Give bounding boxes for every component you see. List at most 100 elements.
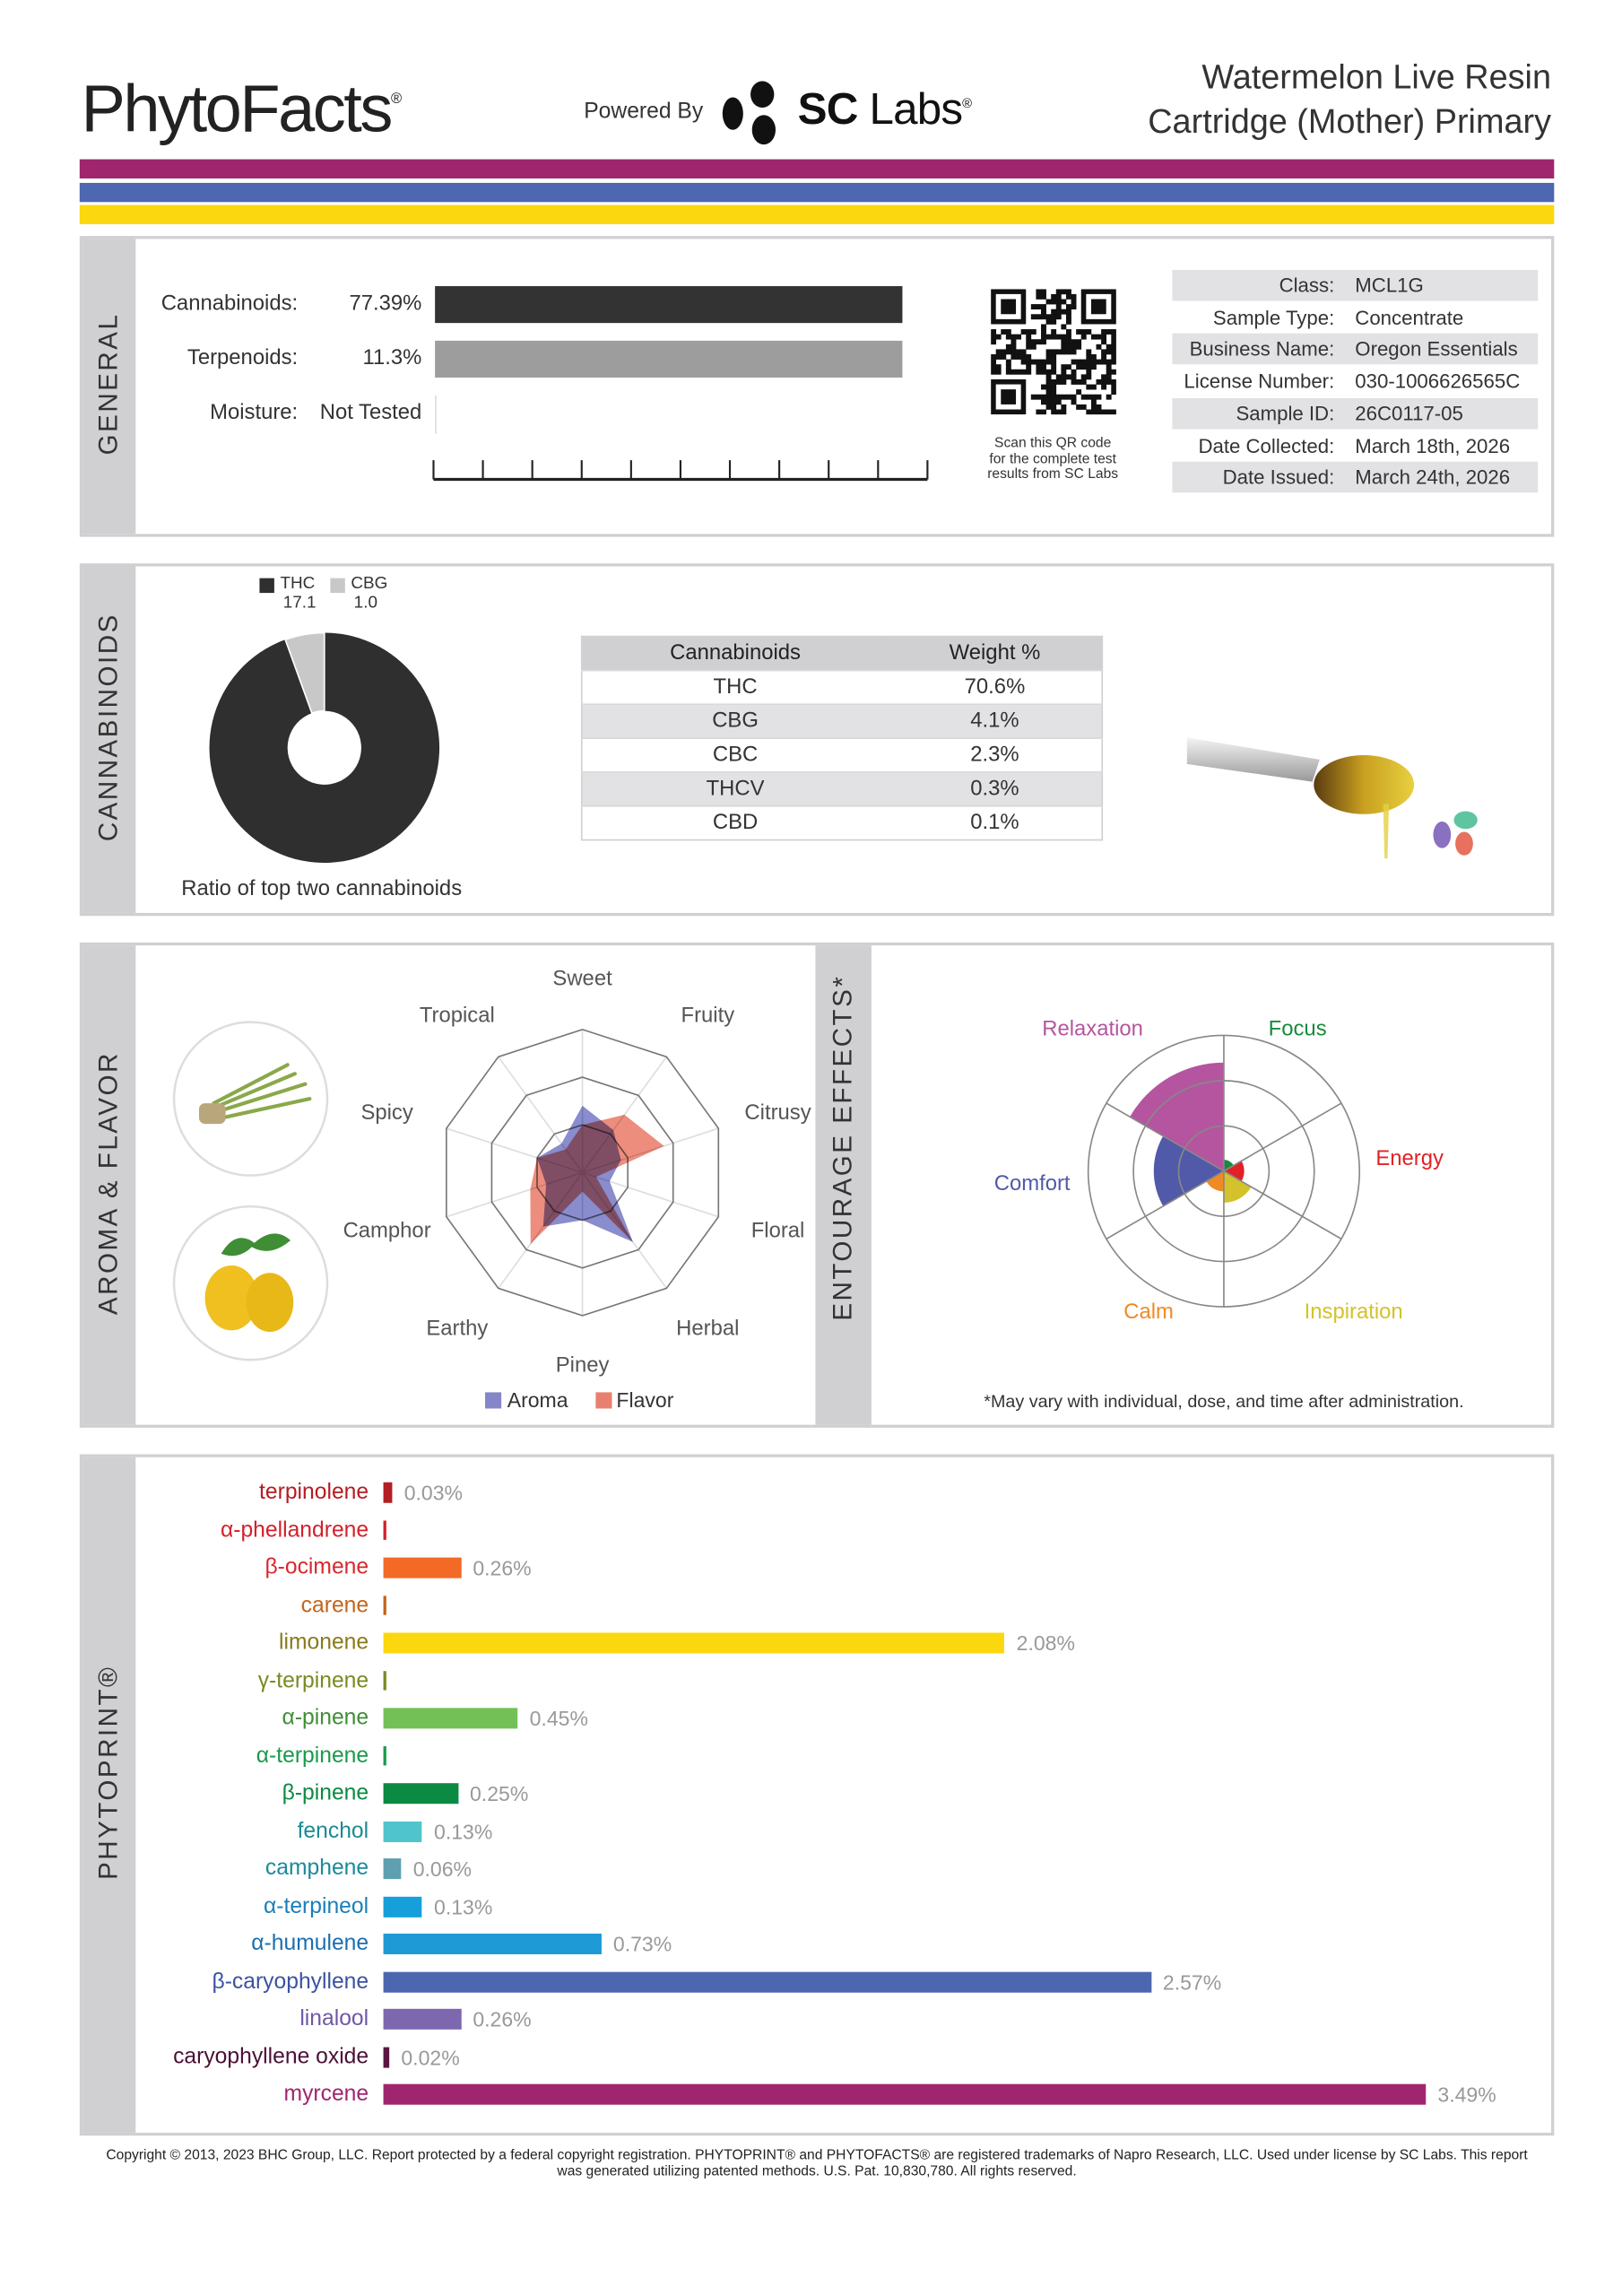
stripe-yellow <box>79 204 1555 224</box>
title-line-1: Watermelon Live Resin <box>1201 57 1552 96</box>
sc-labs-wordmark: SC Labs® <box>798 85 972 135</box>
terpene-name: γ-terpinene <box>257 1667 369 1693</box>
terpene-value: 0.02% <box>401 2045 460 2069</box>
legend-flavor-label: Flavor <box>616 1387 674 1412</box>
terpene-bar <box>383 1595 386 1614</box>
terpene-value: 3.49% <box>1437 2083 1496 2107</box>
radar-axis-label: Floral <box>750 1220 805 1245</box>
terpene-bar <box>383 1482 393 1503</box>
terpene-value: 0.13% <box>434 1819 493 1843</box>
radar-axis-label: Piney <box>555 1353 610 1378</box>
radar-axis-label: Fruity <box>681 1004 735 1029</box>
aroma-flavor-section: AROMA & FLAVOR ENTOURAGE EFFECTS* <box>79 942 1555 1428</box>
col-header-cannabinoid: Cannabinoids <box>581 636 889 671</box>
terpene-value: 0.13% <box>434 1894 493 1918</box>
terpene-name: linalool <box>299 2005 369 2031</box>
terpene-name: limonene <box>279 1630 369 1656</box>
entourage-spoke <box>1106 1102 1225 1172</box>
qr-caption-line: for the complete test <box>989 450 1116 467</box>
entourage-effects-chart <box>1087 1034 1361 1308</box>
info-row: Sample Type: Concentrate <box>1172 302 1538 334</box>
section-strip: CANNABINOIDS <box>82 566 136 913</box>
terpene-bar <box>383 1670 386 1690</box>
info-value: Concentrate <box>1355 306 1464 329</box>
terpene-name: α-terpinene <box>256 1742 369 1768</box>
moisture-bar <box>435 395 437 434</box>
logo-text: PhytoFacts <box>81 70 393 146</box>
radar-axis-label: Citrusy <box>744 1100 811 1125</box>
terpene-bar <box>383 1557 462 1578</box>
section-label: CANNABINOIDS <box>93 613 124 842</box>
legend-cbg-value: 1.0 <box>353 594 377 613</box>
aroma-flavor-radar-chart <box>446 1028 720 1317</box>
powered-by-label: Powered By <box>584 99 704 125</box>
cannabinoid-weight: 0.1% <box>888 804 1103 840</box>
title-line-2: Cartridge (Mother) Primary <box>1148 101 1552 141</box>
radar-axis-label: Herbal <box>676 1317 740 1341</box>
terpene-name: terpinolene <box>259 1479 369 1505</box>
donut-slice-cbg <box>284 631 325 715</box>
info-row: Date Issued: March 24th, 2026 <box>1172 462 1539 493</box>
radar-grid-ring <box>446 1028 720 1317</box>
scale-ruler <box>432 460 929 482</box>
table-row: THCV 0.3% <box>581 771 1103 806</box>
entourage-sector-calm <box>1206 1170 1224 1192</box>
cannabinoid-name: THCV <box>581 771 889 806</box>
legend-thc-value: 17.1 <box>282 594 317 613</box>
terpene-bar <box>383 1745 386 1765</box>
terpene-bar <box>383 1708 518 1729</box>
terpene-bar <box>383 1632 1005 1654</box>
info-value: Oregon Essentials <box>1355 338 1518 361</box>
moisture-label: Moisture: <box>210 401 299 425</box>
entourage-label-comfort: Comfort <box>993 1172 1071 1196</box>
terpene-bar <box>383 1896 422 1918</box>
cannabinoid-weight: 0.3% <box>888 771 1103 806</box>
terpene-bar <box>383 2046 390 2067</box>
ratio-donut-chart <box>209 631 440 864</box>
info-key: Date Issued: <box>1222 465 1335 489</box>
cannabinoids-label: Cannabinoids: <box>160 291 299 316</box>
radar-series-flavor <box>530 1114 664 1244</box>
entourage-spoke <box>1106 1170 1225 1240</box>
terpenoids-bar <box>435 340 903 378</box>
info-value: MCL1G <box>1355 274 1424 297</box>
terpene-name: myrcene <box>283 2081 369 2107</box>
stripe-purple <box>79 159 1555 178</box>
ratio-caption: Ratio of top two cannabinoids <box>181 877 463 901</box>
footer-line: Copyright © 2013, 2023 BHC Group, LLC. R… <box>106 2147 1528 2164</box>
legend-thc-swatch <box>259 578 274 594</box>
lemon-image <box>172 1205 329 1361</box>
terpene-bar <box>383 2008 462 2030</box>
cannabinoids-table: Cannabinoids Weight % THC 70.6% CBG 4.1% CBC 2… <box>580 635 1104 841</box>
terpene-value: 0.03% <box>403 1481 463 1505</box>
terpene-name: carene <box>300 1592 369 1618</box>
info-value: 26C0117-05 <box>1355 402 1463 425</box>
sc-labs-rest: Labs <box>857 85 963 135</box>
concentrate-dab-image <box>1186 737 1478 859</box>
radar-axis-label: Camphor <box>343 1220 431 1245</box>
info-row: Class: MCL1G <box>1172 269 1539 301</box>
stripe-blue <box>79 182 1555 203</box>
terpene-bar <box>383 1933 602 1954</box>
qr-code[interactable] <box>991 289 1116 415</box>
entourage-sector-relaxation <box>1130 1062 1224 1171</box>
terpene-name: caryophyllene oxide <box>173 2043 369 2069</box>
entourage-label-focus: Focus <box>1268 1017 1327 1042</box>
terpene-name: fenchol <box>297 1817 369 1843</box>
table-row: CBD 0.1% <box>581 804 1103 840</box>
entourage-section-label: ENTOURAGE EFFECTS* <box>828 974 858 1321</box>
terpene-value: 0.25% <box>470 1781 529 1805</box>
terpenoids-value: 11.3% <box>362 346 422 370</box>
donut-slice-thc <box>209 632 440 864</box>
info-value: March 18th, 2026 <box>1355 434 1511 457</box>
entourage-label-relaxation: Relaxation <box>1042 1017 1143 1042</box>
entourage-sector-inspiration <box>1223 1170 1252 1204</box>
terpene-value: 2.57% <box>1162 1970 1222 1994</box>
section-label: AROMA & FLAVOR <box>93 1051 124 1316</box>
legend-cbg-label: CBG <box>351 575 388 594</box>
entourage-label-inspiration: Inspiration <box>1304 1300 1403 1325</box>
lemongrass-image <box>172 1021 329 1177</box>
legend-cbg-swatch <box>330 578 345 594</box>
sc-labs-logo-icon <box>722 81 776 145</box>
